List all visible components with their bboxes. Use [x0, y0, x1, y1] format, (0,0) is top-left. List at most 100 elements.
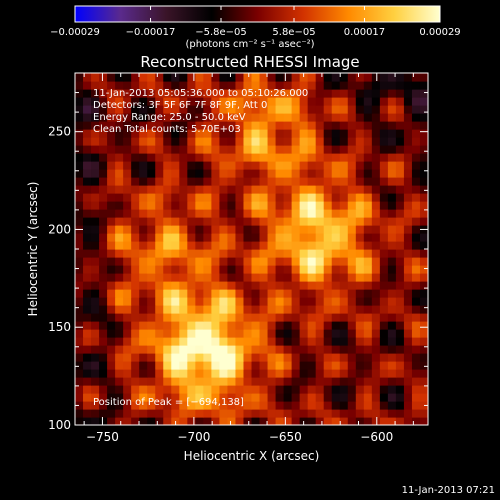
- heatmap-cell: [299, 297, 309, 306]
- heatmap-cell: [195, 121, 204, 130]
- heatmap-cell: [283, 361, 293, 370]
- heatmap-cell: [83, 353, 92, 362]
- heatmap-cell: [411, 273, 421, 282]
- heatmap-cell: [387, 377, 397, 386]
- heatmap-cell: [243, 129, 253, 138]
- heatmap-cell: [163, 321, 172, 330]
- heatmap-cell: [227, 273, 237, 282]
- heatmap-cell: [355, 145, 365, 154]
- heatmap-cell: [251, 265, 261, 274]
- heatmap-cell: [139, 273, 148, 282]
- heatmap-cell: [355, 409, 365, 418]
- heatmap-cell: [299, 121, 309, 130]
- heatmap-cell: [211, 289, 221, 298]
- heatmap-cell: [251, 121, 261, 130]
- heatmap-cell: [91, 193, 100, 202]
- heatmap-cell: [243, 201, 253, 210]
- heatmap-cell: [299, 225, 309, 234]
- heatmap-cell: [291, 385, 301, 394]
- heatmap-cell: [291, 185, 301, 194]
- heatmap-cell: [379, 249, 389, 258]
- heatmap-cell: [195, 233, 204, 242]
- heatmap-cell: [299, 137, 309, 146]
- heatmap-cell: [139, 153, 148, 162]
- heatmap-cell: [339, 161, 349, 170]
- heatmap-cell: [379, 393, 389, 402]
- heatmap-cell: [83, 217, 92, 226]
- heatmap-cell: [411, 137, 421, 146]
- heatmap-cell: [203, 137, 212, 146]
- heatmap-cell: [91, 289, 100, 298]
- heatmap-cell: [275, 281, 285, 290]
- heatmap-cell: [123, 201, 132, 210]
- heatmap-cell: [219, 81, 229, 90]
- heatmap-cell: [163, 377, 172, 386]
- heatmap-cell: [139, 265, 148, 274]
- heatmap-cell: [267, 273, 277, 282]
- heatmap-cell: [91, 121, 100, 130]
- heatmap-cell: [203, 321, 212, 330]
- heatmap-cell: [323, 337, 333, 346]
- heatmap-cell: [315, 81, 325, 90]
- heatmap-cell: [275, 313, 285, 322]
- heatmap-cell: [115, 97, 124, 106]
- heatmap-cell: [403, 81, 413, 90]
- heatmap-cell: [75, 169, 84, 178]
- heatmap-cell: [99, 137, 108, 146]
- heatmap-cell: [227, 81, 237, 90]
- heatmap-cell: [187, 257, 196, 266]
- heatmap-cell: [315, 289, 325, 298]
- heatmap-cell: [99, 249, 108, 258]
- heatmap-cell: [339, 305, 349, 314]
- heatmap-cell: [243, 89, 253, 98]
- heatmap-cell: [99, 329, 108, 338]
- heatmap-cell: [91, 137, 100, 146]
- heatmap-cell: [283, 401, 293, 410]
- heatmap-cell: [115, 361, 124, 370]
- heatmap-cell: [195, 225, 204, 234]
- heatmap-cell: [187, 345, 196, 354]
- heatmap-cell: [203, 233, 212, 242]
- heatmap-cell: [339, 225, 349, 234]
- heatmap-cell: [291, 257, 301, 266]
- heatmap-cell: [163, 129, 172, 138]
- heatmap-cell: [371, 361, 381, 370]
- annotation-counts: Clean Total counts: 5.70E+03: [93, 124, 241, 135]
- heatmap-cell: [323, 185, 333, 194]
- heatmap-cell: [227, 241, 237, 250]
- heatmap-cell: [179, 241, 188, 250]
- heatmap-cell: [139, 121, 148, 130]
- heatmap-cell: [387, 297, 397, 306]
- heatmap-cell: [387, 393, 397, 402]
- heatmap-cell: [107, 345, 116, 354]
- heatmap-cell: [331, 241, 341, 250]
- heatmap-cell: [203, 241, 212, 250]
- heatmap-cell: [83, 305, 92, 314]
- heatmap-cell: [195, 281, 204, 290]
- heatmap-cell: [331, 305, 341, 314]
- heatmap-cell: [411, 89, 421, 98]
- heatmap-cell: [99, 225, 108, 234]
- heatmap-cell: [331, 361, 341, 370]
- heatmap-cell: [395, 153, 405, 162]
- heatmap-cell: [307, 289, 317, 298]
- heatmap-cell: [339, 249, 349, 258]
- heatmap-cell: [387, 105, 397, 114]
- heatmap-cell: [195, 169, 204, 178]
- heatmap-cell: [275, 73, 285, 82]
- heatmap-cell: [267, 401, 277, 410]
- heatmap-cell: [283, 193, 293, 202]
- heatmap-cell: [339, 329, 349, 338]
- heatmap-cell: [403, 153, 413, 162]
- heatmap-cell: [91, 257, 100, 266]
- heatmap-cell: [283, 337, 293, 346]
- heatmap-cell: [283, 281, 293, 290]
- heatmap-cell: [259, 105, 269, 114]
- heatmap-cell: [291, 393, 301, 402]
- heatmap-cell: [419, 265, 428, 274]
- heatmap-cell: [75, 89, 84, 98]
- heatmap-cell: [139, 233, 148, 242]
- heatmap-cell: [107, 129, 116, 138]
- heatmap-cell: [307, 409, 317, 418]
- heatmap-cell: [243, 289, 253, 298]
